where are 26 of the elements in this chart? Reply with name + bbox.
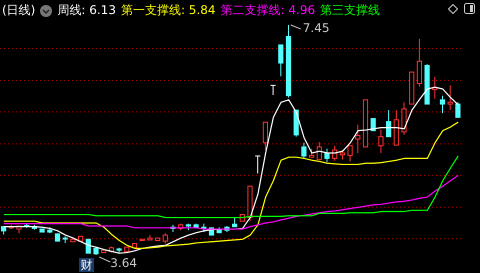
candlestick: [270, 84, 276, 96]
annotation: 7.45: [302, 21, 330, 35]
text: 第二支撑线: 4.96: [220, 2, 316, 19]
candlestick: [416, 38, 422, 88]
candlestick: [370, 118, 376, 132]
candlestick: [316, 142, 322, 160]
candlestick: [278, 44, 284, 77]
candlestick: [86, 238, 91, 254]
candlestick: [355, 124, 360, 154]
candlestick: [440, 95, 446, 114]
candlestick: [301, 142, 306, 159]
text: 周线: 6.13: [57, 2, 116, 19]
candlestick: [340, 149, 345, 160]
candlestick: [332, 145, 338, 162]
candlestick: [386, 110, 392, 138]
text: 第三支撑线: [320, 2, 380, 19]
candlestick: [448, 84, 453, 111]
candlestick: [348, 145, 353, 162]
text: 第一支撑线: 5.84: [120, 2, 216, 19]
candlestick: [262, 122, 268, 150]
text: 3.64: [110, 256, 137, 270]
candlestick: [378, 128, 384, 154]
candlestick: [254, 155, 261, 174]
candlestick: [162, 232, 168, 244]
candlestick: [455, 102, 460, 118]
chart-title: (日线): [2, 2, 36, 19]
